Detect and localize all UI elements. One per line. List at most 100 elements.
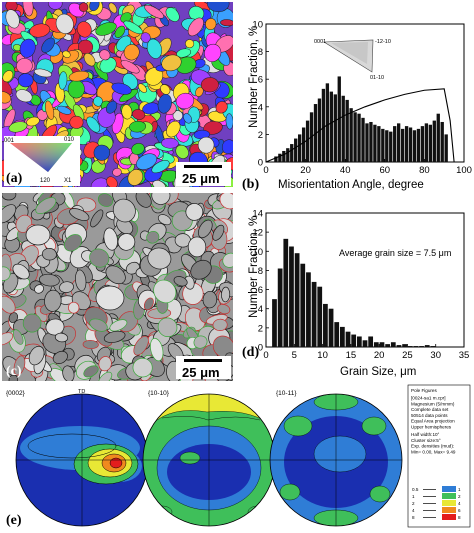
ipf-key-label-120: 120: [40, 178, 51, 184]
panel-d: 0 5 10 15 20 25 30 35 0 2 4 6 8 10 12 14 Average grain …: [236, 196, 472, 383]
x-tick-label: 20: [300, 165, 311, 176]
legend-line: Cluster size:5°: [411, 438, 441, 443]
histogram-bar: [325, 83, 330, 162]
histogram-bar: [362, 340, 368, 347]
ipf-key-label-001: 001: [4, 138, 15, 144]
y-tick-label: 8: [258, 266, 263, 277]
x-tick-label: 80: [419, 165, 430, 176]
x-tick-label: 0: [263, 165, 268, 176]
scale-bar-label-a: 25 μm: [182, 171, 220, 186]
legend-level-left: 0.5: [412, 487, 419, 492]
x-tick-label: 0: [263, 350, 268, 361]
panel-label-e: (e): [6, 513, 22, 528]
x-tick-label: 35: [459, 350, 470, 361]
histogram-bar: [278, 153, 282, 162]
legend-line: Equal Area projection: [411, 419, 455, 424]
histogram-bar: [277, 268, 283, 347]
legend-level-right: 8: [458, 515, 461, 520]
histogram-bar: [369, 121, 373, 162]
legend-level-left: 2: [412, 501, 415, 506]
histogram-bar: [373, 342, 379, 347]
average-grain-size-annotation: Average grain size = 7.5 μm: [339, 248, 451, 258]
legend-color-swatch: [442, 500, 456, 506]
histogram-bar: [381, 128, 385, 162]
histogram-bar: [424, 345, 430, 347]
histogram-bar: [400, 128, 405, 162]
y-tick-label: 10: [252, 20, 263, 31]
histogram-bar: [390, 342, 396, 347]
histogram-bar: [361, 117, 365, 162]
legend-line: Upper hemispheres: [411, 425, 452, 430]
histogram-bar: [419, 346, 424, 347]
inset-label-0001: 0001: [314, 39, 326, 45]
x-tick-label: 30: [430, 350, 441, 361]
inset-label-12-10: -12-10: [375, 39, 391, 45]
histogram-bar: [365, 123, 369, 162]
legend-line: Pole Figures: [411, 388, 437, 393]
histogram-bar: [351, 334, 357, 347]
histogram-bar: [317, 286, 323, 347]
histogram-bar: [420, 126, 425, 162]
legend-line: Half width:10°: [411, 432, 440, 437]
histogram-bar: [334, 322, 340, 347]
x-tick-label: 5: [292, 350, 297, 361]
y-tick-label: 4: [258, 102, 263, 113]
x-axis-title-b: Misorientation Angle, degree: [278, 179, 424, 191]
histogram-bar: [396, 123, 401, 162]
panel-label-b: (b): [242, 177, 259, 192]
histogram-bar: [379, 342, 385, 347]
pole-figure-0002: {0002} TD RD: [6, 389, 158, 527]
legend-line: Min= 0.00, Max= 9.49: [411, 449, 456, 454]
histogram-bar: [272, 299, 277, 347]
x-tick-label: 15: [346, 350, 357, 361]
legend-color-swatch: [442, 486, 456, 492]
ipf-key-label-x1: X1: [64, 178, 72, 184]
legend-line: Magnesium (5/mmm): [411, 401, 455, 406]
x-tick-label: 60: [380, 165, 391, 176]
histogram-bar: [290, 144, 294, 162]
pole-figure-title-10-11: {10-11}: [276, 390, 297, 397]
panel-label-a: (a): [6, 171, 23, 186]
ipf-color-key: 001 010 120 X1: [4, 136, 80, 186]
x-tick-label: 40: [340, 165, 351, 176]
histogram-bar: [402, 344, 407, 347]
y-axis-title-b: Number Fraction, %: [248, 26, 260, 128]
histogram-bar: [337, 76, 341, 162]
pole-figures: {0002} TD RD {10-10}: [6, 384, 471, 528]
panel-label-d: (d): [242, 345, 259, 360]
histogram-bar: [385, 344, 391, 347]
pole-figure-10-11: {10-11}: [269, 390, 403, 527]
y-tick-label: 8: [258, 47, 263, 58]
histogram-bar: [396, 345, 402, 347]
legend-color-swatch: [442, 493, 456, 499]
histogram-bar: [408, 127, 413, 162]
histogram-bar: [440, 121, 444, 162]
panel-a: 001 010 120 X1 (a) 25 μm: [2, 2, 233, 187]
legend-level-right: 6: [458, 508, 461, 513]
y-tick-label: 14: [252, 209, 263, 220]
pole-figure-title-0002: {0002}: [6, 390, 26, 397]
histogram-bar: [432, 120, 436, 162]
histogram-bar: [306, 272, 311, 347]
histogram-bar: [424, 123, 429, 162]
histogram-bar: [341, 95, 345, 162]
ipf-orientation-map: 001 010 120 X1 (a) 25 μm: [2, 2, 233, 187]
legend-line: Exp. densities (mud):: [411, 444, 454, 449]
y-axis-title-d: Number Fraction, %: [248, 216, 260, 318]
histogram-bar: [294, 253, 300, 347]
histogram-bar: [430, 346, 436, 347]
histogram-bar: [274, 156, 278, 162]
legend-line: [0024-sa1 m.cpr]: [411, 396, 445, 401]
scale-bar-label-c: 25 μm: [182, 365, 220, 380]
histogram-bar: [356, 336, 362, 347]
misorientation-inset: 0001 -12-10 01-10: [314, 39, 391, 81]
panel-b: 0 20 40 60 80 100 0 2 4 6 8 10 0001 -12-10 01-10 (b…: [236, 2, 472, 194]
histogram-bar: [373, 124, 377, 162]
y-tick-label: 4: [258, 304, 263, 315]
histogram-bar: [289, 246, 294, 347]
x-tick-label: 100: [456, 165, 472, 176]
histogram-bar: [413, 346, 419, 347]
y-tick-label: 10: [252, 247, 263, 258]
x-tick-label: 20: [374, 350, 385, 361]
histogram-bar: [339, 326, 345, 347]
